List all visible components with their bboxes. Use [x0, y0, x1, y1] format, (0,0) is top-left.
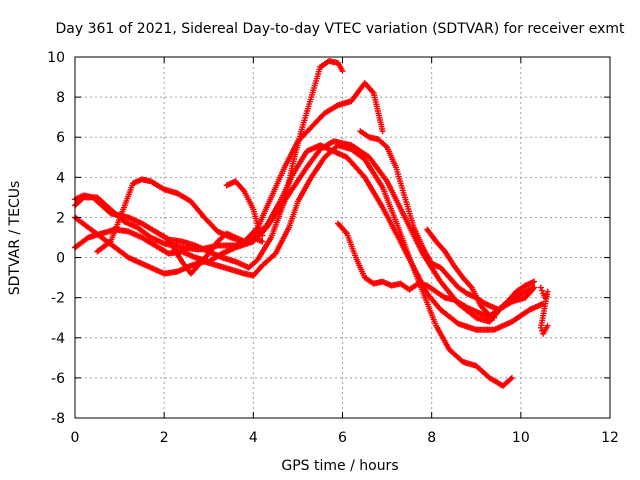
series-markers — [424, 226, 538, 319]
series-track-8 — [335, 220, 498, 321]
series-markers — [357, 128, 538, 313]
y-axis-label: SDTVAR / TECUs — [7, 181, 23, 296]
series-track-10 — [424, 226, 538, 319]
series-track-11 — [537, 284, 551, 337]
x-tick-label: 4 — [249, 430, 258, 446]
y-tick-label: 8 — [56, 90, 65, 106]
y-tick-label: -8 — [51, 411, 65, 427]
series-group — [72, 58, 551, 389]
y-tick-label: -2 — [51, 291, 65, 307]
series-markers — [335, 220, 498, 321]
chart-title: Day 361 of 2021, Sidereal Day-to-day VTE… — [56, 21, 626, 37]
series-markers — [537, 284, 551, 337]
y-tick-label: -6 — [51, 371, 65, 387]
x-tick-label: 0 — [71, 430, 80, 446]
x-tick-label: 10 — [512, 430, 530, 446]
series-track-7 — [223, 178, 266, 239]
axis-ticks — [74, 56, 611, 419]
y-tick-label: 0 — [56, 251, 65, 267]
series-track-6 — [152, 228, 266, 277]
y-tick-label: 6 — [56, 130, 65, 146]
x-tick-label: 8 — [427, 430, 436, 446]
series-markers — [152, 228, 266, 277]
x-tick-label: 2 — [160, 430, 169, 446]
x-tick-label: 12 — [601, 430, 619, 446]
y-tick-label: 10 — [47, 50, 65, 66]
y-tick-label: 4 — [56, 170, 65, 186]
tick-labels: 0 2 4 6 8 10 12 -8 -6 -4 -2 0 2 4 6 8 10 — [47, 50, 619, 446]
x-axis-label: GPS time / hours — [281, 458, 398, 474]
y-tick-label: -4 — [51, 331, 65, 347]
series-markers — [223, 178, 266, 239]
y-tick-label: 2 — [56, 210, 65, 226]
series-track-9 — [357, 128, 538, 313]
x-tick-label: 6 — [338, 430, 347, 446]
